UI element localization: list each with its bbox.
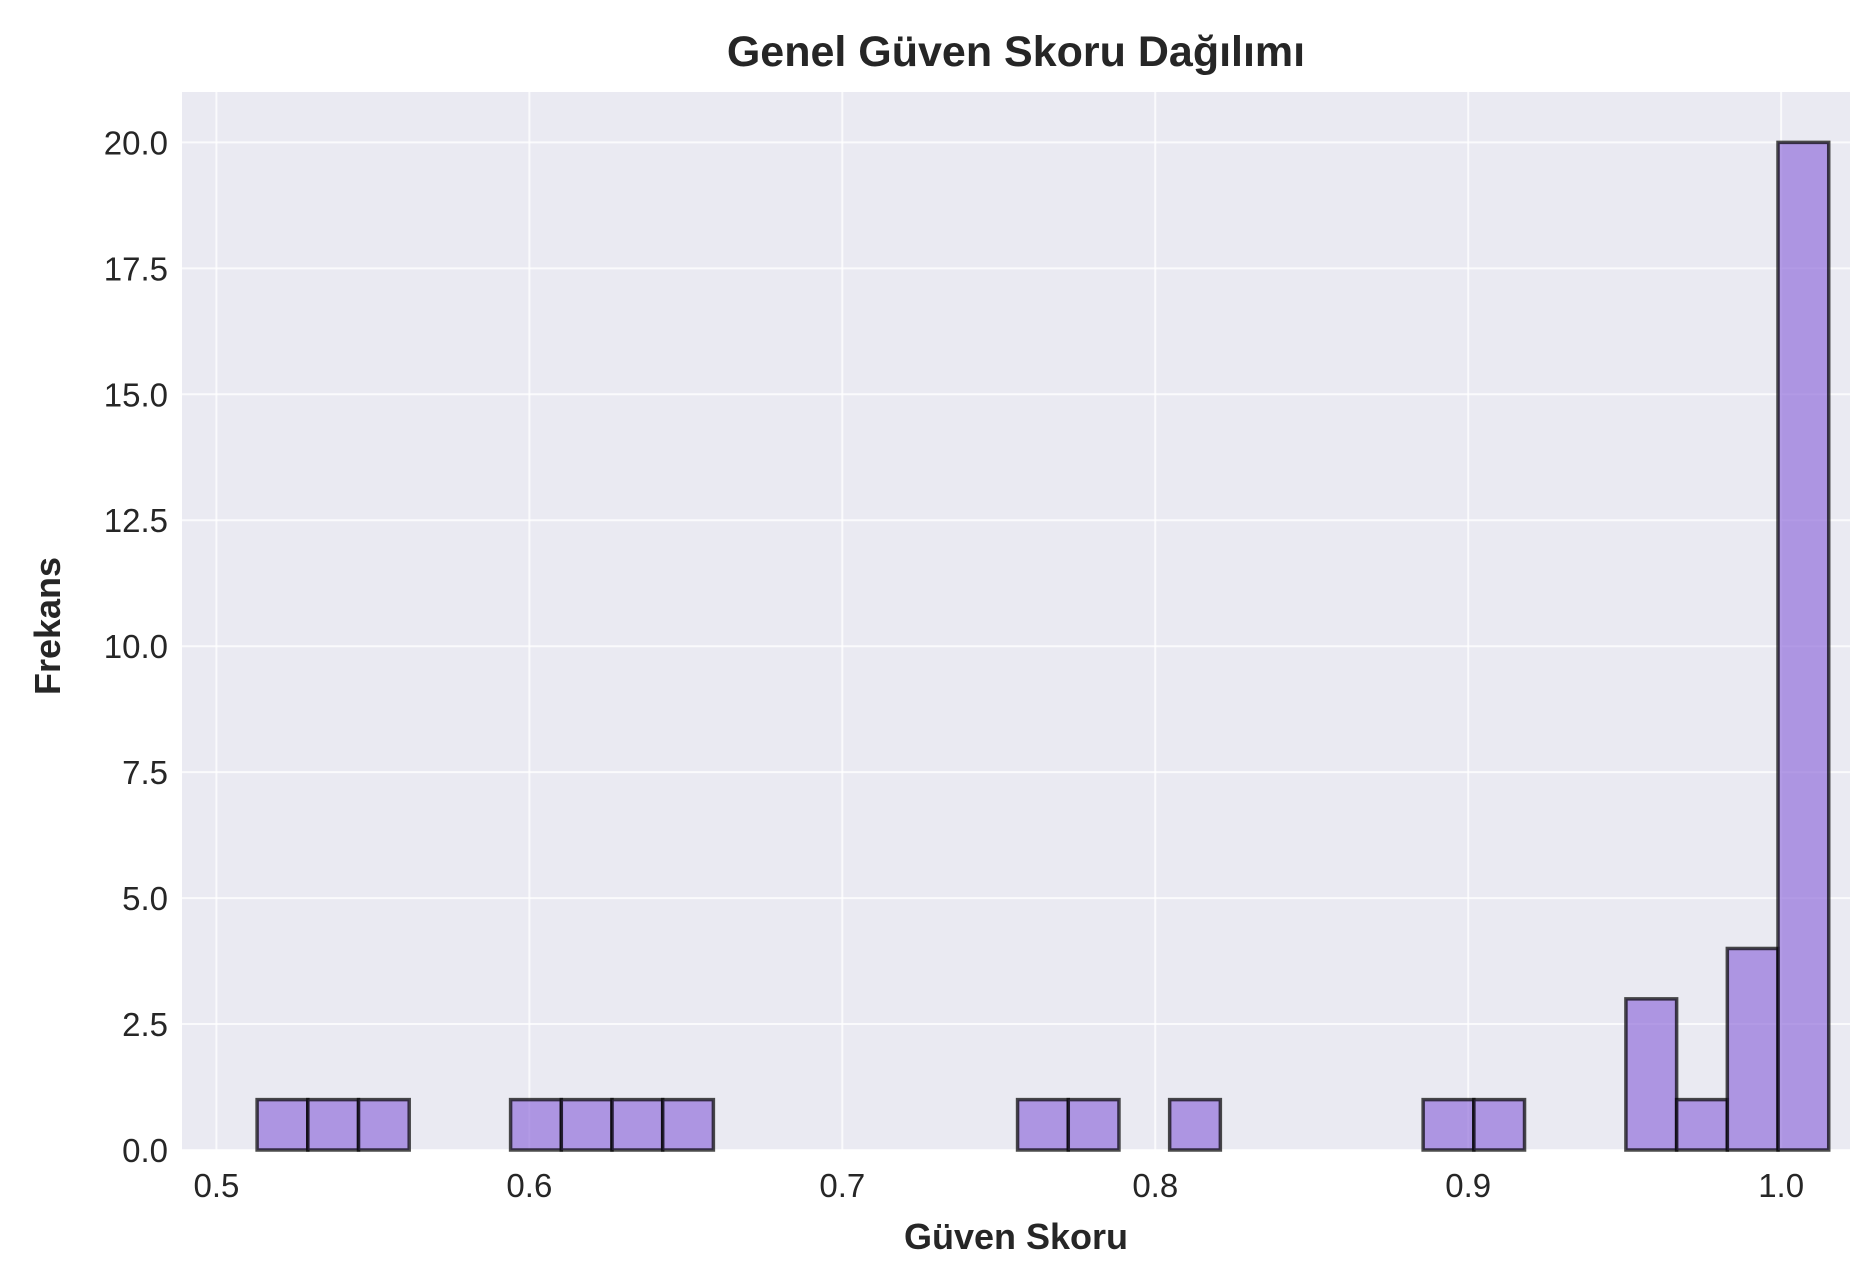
histogram-bar xyxy=(1015,1097,1071,1152)
x-tick-label: 0.6 xyxy=(506,1167,552,1204)
histogram-bar xyxy=(356,1097,411,1152)
histogram-bar xyxy=(610,1097,665,1152)
histogram-bar xyxy=(1624,997,1679,1152)
histogram-bar xyxy=(508,1097,564,1152)
y-tick-label: 20.0 xyxy=(104,124,168,161)
y-tick-label: 5.0 xyxy=(122,880,168,917)
y-tick-label: 0.0 xyxy=(122,1132,168,1169)
histogram-bar xyxy=(1725,946,1780,1152)
histogram-bar xyxy=(660,1097,716,1152)
x-tick-label: 0.9 xyxy=(1445,1167,1491,1204)
histogram-bar xyxy=(1776,140,1831,1152)
y-tick-label: 2.5 xyxy=(122,1006,168,1043)
bars-layer xyxy=(255,140,1831,1152)
histogram-bar xyxy=(1421,1097,1476,1152)
y-tick-label: 7.5 xyxy=(122,754,168,791)
histogram-bar xyxy=(1066,1097,1121,1152)
histogram-bar xyxy=(255,1097,310,1152)
x-tick-label: 0.8 xyxy=(1132,1167,1178,1204)
chart-title: Genel Güven Skoru Dağılımı xyxy=(727,28,1305,76)
y-tick-label: 12.5 xyxy=(104,502,168,539)
y-axis-title: Frekans xyxy=(27,557,68,695)
y-tick-label: 10.0 xyxy=(104,628,168,665)
histogram-bar xyxy=(1472,1097,1527,1152)
histogram-bar xyxy=(1167,1097,1223,1152)
x-tick-label: 0.5 xyxy=(193,1167,239,1204)
x-tick-label: 1.0 xyxy=(1758,1167,1804,1204)
histogram-bar xyxy=(1674,1097,1730,1152)
y-tick-label: 15.0 xyxy=(104,376,168,413)
y-tick-labels: 0.0 2.5 5.0 7.5 10.0 12.5 15.0 17.5 20.0 xyxy=(104,124,168,1169)
histogram-bar xyxy=(306,1097,361,1152)
y-tick-label: 17.5 xyxy=(104,250,168,287)
x-tick-labels: 0.5 0.6 0.7 0.8 0.9 1.0 xyxy=(193,1167,1804,1204)
histogram-bar xyxy=(559,1097,614,1152)
plot-background xyxy=(182,92,1850,1150)
x-axis-title: Güven Skoru xyxy=(904,1216,1128,1257)
x-tick-label: 0.7 xyxy=(819,1167,865,1204)
